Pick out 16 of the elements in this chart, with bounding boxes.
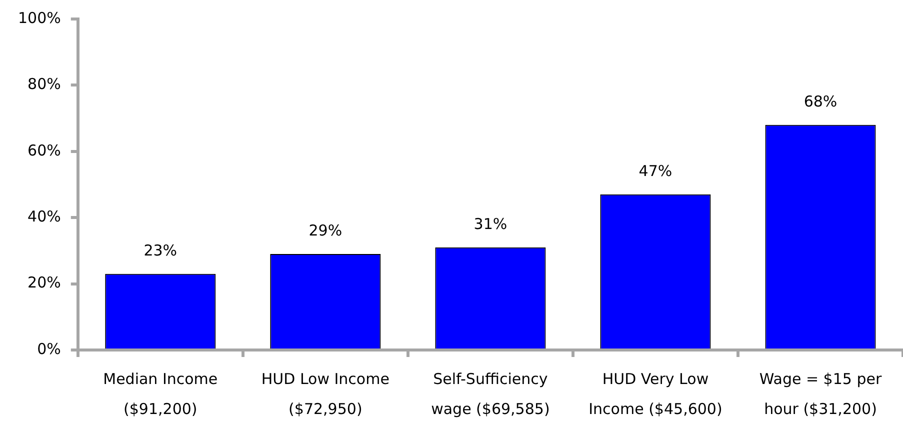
data-label: 47%	[638, 162, 672, 180]
data-label: 68%	[804, 92, 838, 110]
x-tick-label: Median Income ($91,200)	[103, 370, 218, 418]
x-tick-label: HUD Low Income ($72,950)	[261, 370, 390, 418]
y-tick-label: 20%	[28, 274, 61, 292]
x-tick-label: Self-Sufficiency wage ($69,585)	[431, 370, 550, 418]
data-label: 29%	[308, 221, 342, 240]
y-tick-label: 60%	[28, 141, 61, 160]
y-tick-label: 80%	[28, 75, 61, 94]
data-label: 31%	[474, 214, 508, 233]
y-tick-label: 40%	[28, 207, 61, 226]
y-tick-label: 100%	[18, 8, 61, 27]
y-tick-label: 0%	[37, 340, 61, 358]
x-tick-label: Wage = $15 per hour ($31,200)	[759, 370, 882, 418]
data-label: 23%	[144, 241, 178, 260]
x-tick-label: HUD Very Low Income ($45,600)	[588, 370, 722, 418]
